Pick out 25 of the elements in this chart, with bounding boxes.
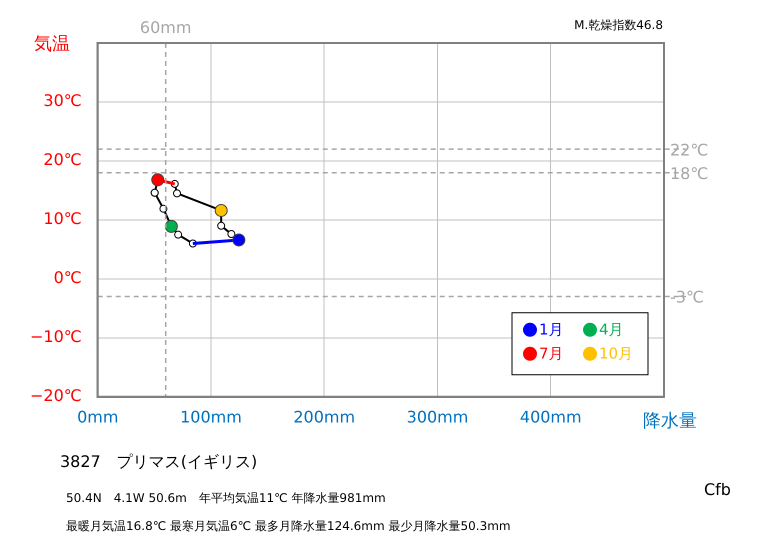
x-tick-label: 300mm bbox=[406, 408, 468, 427]
text: M.乾燥指数46.8 bbox=[574, 17, 663, 34]
y-tick-label: 20℃ bbox=[43, 150, 82, 170]
text: 3827 プリマス(イギリス) bbox=[60, 452, 258, 473]
x-tick-label: 100mm bbox=[180, 408, 242, 427]
y-tick-label: −10℃ bbox=[30, 326, 82, 346]
legend-label: 7月 bbox=[539, 344, 564, 363]
ref-line-label: 22℃ bbox=[670, 140, 708, 160]
text: Cfb bbox=[704, 480, 731, 499]
ref-line-label: -3℃ bbox=[670, 288, 704, 307]
x-tick-label: 400mm bbox=[520, 408, 582, 427]
y-tick-label: 30℃ bbox=[43, 91, 82, 110]
x-tick-label: 200mm bbox=[293, 408, 356, 427]
legend-label: 1月 bbox=[539, 320, 564, 339]
y-axis-title: 気温 bbox=[34, 34, 70, 55]
y-tick-label: 10℃ bbox=[43, 209, 82, 228]
text: 最暖月気温16.8℃ 最寒月気温6℃ 最多月降水量124.6mm 最少月降水量50.3mm bbox=[66, 518, 511, 535]
x-axis-title: 降水量 bbox=[643, 410, 697, 432]
legend-label: 4月 bbox=[599, 320, 624, 339]
y-tick-label: −20℃ bbox=[30, 386, 82, 405]
text: 50.4N 4.1W 50.6m 年平均気温11℃ 年降水量981mm bbox=[66, 490, 386, 507]
legend-label: 10月 bbox=[599, 344, 634, 363]
ref-line-label: 60mm bbox=[140, 18, 192, 38]
x-tick-label: 0mm bbox=[77, 408, 118, 427]
y-tick-label: 0℃ bbox=[54, 268, 82, 288]
